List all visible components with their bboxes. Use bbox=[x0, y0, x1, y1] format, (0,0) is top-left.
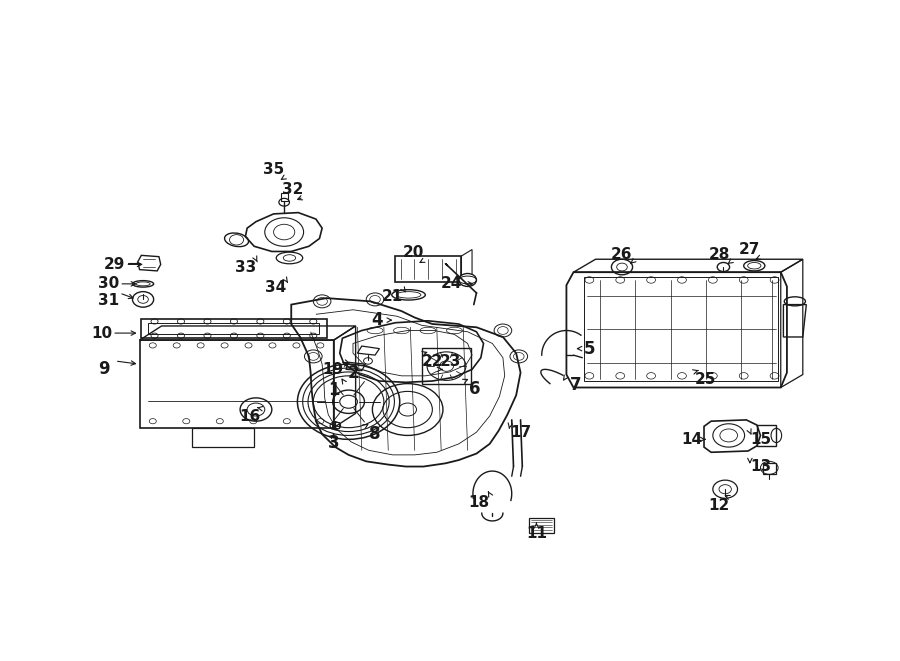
Text: 30: 30 bbox=[98, 276, 120, 292]
Text: 11: 11 bbox=[526, 526, 547, 541]
Text: 24: 24 bbox=[441, 276, 463, 292]
Text: 26: 26 bbox=[611, 247, 633, 262]
Text: 9: 9 bbox=[98, 360, 110, 377]
Text: 13: 13 bbox=[750, 459, 771, 474]
Text: 23: 23 bbox=[439, 354, 461, 369]
Text: 4: 4 bbox=[371, 311, 382, 329]
Text: 21: 21 bbox=[382, 290, 403, 304]
Text: 25: 25 bbox=[695, 371, 716, 387]
Text: 10: 10 bbox=[91, 326, 112, 340]
Text: 20: 20 bbox=[402, 245, 424, 260]
Text: 31: 31 bbox=[98, 293, 119, 308]
Text: 12: 12 bbox=[708, 498, 730, 513]
Text: 1: 1 bbox=[328, 381, 339, 399]
Text: 8: 8 bbox=[369, 425, 381, 443]
Text: 6: 6 bbox=[469, 380, 481, 398]
Text: 29: 29 bbox=[104, 257, 125, 272]
Text: 34: 34 bbox=[265, 280, 286, 295]
Text: 28: 28 bbox=[709, 247, 731, 262]
Text: 19: 19 bbox=[322, 362, 343, 377]
Text: 17: 17 bbox=[510, 425, 531, 440]
Text: 3: 3 bbox=[328, 434, 339, 451]
Text: 27: 27 bbox=[739, 242, 760, 257]
Text: 5: 5 bbox=[583, 340, 595, 358]
Text: 33: 33 bbox=[235, 260, 256, 274]
Text: 22: 22 bbox=[421, 354, 443, 369]
Text: 7: 7 bbox=[571, 376, 582, 394]
Text: 32: 32 bbox=[283, 182, 303, 197]
Text: 15: 15 bbox=[750, 432, 771, 447]
Text: 16: 16 bbox=[239, 408, 260, 424]
Text: 18: 18 bbox=[469, 494, 490, 510]
Text: 14: 14 bbox=[681, 432, 702, 447]
Text: 2: 2 bbox=[347, 364, 359, 381]
Text: 35: 35 bbox=[263, 163, 284, 177]
Circle shape bbox=[459, 274, 476, 286]
